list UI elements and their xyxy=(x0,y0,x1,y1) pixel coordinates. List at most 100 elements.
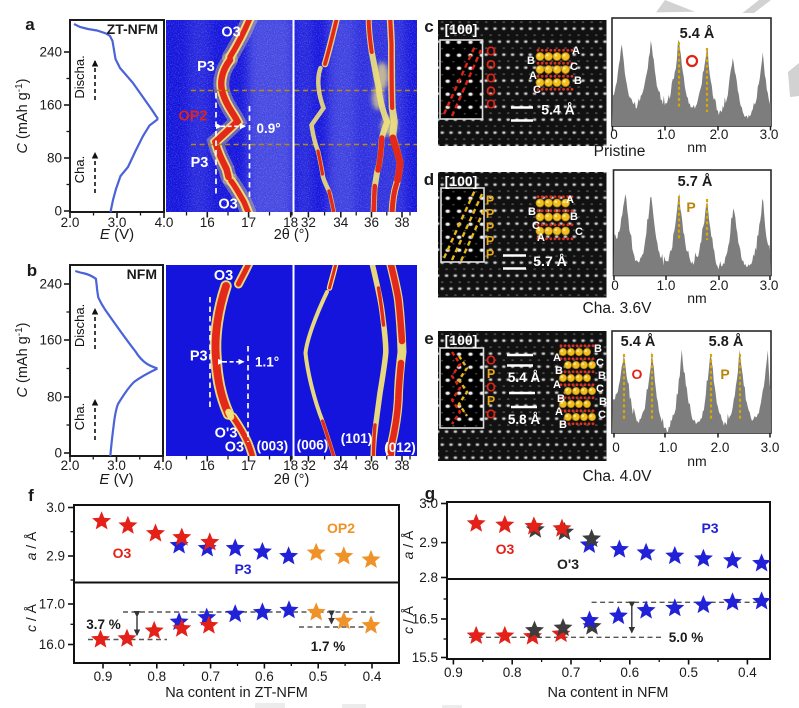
svg-text:nm: nm xyxy=(687,290,706,306)
svg-text:Cha. 4.0V: Cha. 4.0V xyxy=(583,468,653,485)
svg-text:0.7: 0.7 xyxy=(201,669,220,684)
svg-text:B: B xyxy=(598,370,606,382)
svg-text:160: 160 xyxy=(39,333,62,348)
svg-text:1.0: 1.0 xyxy=(657,127,676,142)
svg-text:3.0: 3.0 xyxy=(419,496,438,511)
svg-text:P: P xyxy=(486,207,494,221)
svg-text:OP2: OP2 xyxy=(327,520,355,536)
svg-text:34: 34 xyxy=(333,458,349,473)
svg-text:f: f xyxy=(28,486,34,505)
svg-text:2.0: 2.0 xyxy=(61,215,80,230)
svg-text:17: 17 xyxy=(241,458,256,473)
svg-text:A: A xyxy=(553,352,561,364)
svg-text:b: b xyxy=(27,261,37,280)
svg-text:c: c xyxy=(424,17,433,36)
svg-text:5.4 Å: 5.4 Å xyxy=(508,370,541,385)
svg-text:2θ (°): 2θ (°) xyxy=(274,472,310,488)
svg-text:5.0 %: 5.0 % xyxy=(669,630,704,645)
svg-text:0: 0 xyxy=(54,204,62,219)
svg-text:0.8: 0.8 xyxy=(147,669,166,684)
svg-text:P: P xyxy=(486,194,494,208)
svg-text:3.0: 3.0 xyxy=(46,500,65,515)
svg-text:[100]: [100] xyxy=(445,332,478,348)
svg-text:2θ (°): 2θ (°) xyxy=(274,227,310,243)
svg-text:Na content in ZT-NFM: Na content in ZT-NFM xyxy=(165,685,308,701)
svg-text:3.0: 3.0 xyxy=(107,458,126,473)
svg-text:16: 16 xyxy=(200,215,215,230)
svg-text:0.4: 0.4 xyxy=(738,665,757,680)
svg-text:17.0: 17.0 xyxy=(39,597,65,612)
svg-text:2.0: 2.0 xyxy=(711,440,730,455)
svg-text:3.0: 3.0 xyxy=(760,127,779,142)
svg-text:P3: P3 xyxy=(701,520,718,536)
svg-text:18: 18 xyxy=(283,215,298,230)
svg-text:OP2: OP2 xyxy=(178,109,207,125)
svg-text:38: 38 xyxy=(394,215,409,230)
svg-text:A: A xyxy=(572,45,580,57)
svg-text:B: B xyxy=(528,206,536,218)
svg-text:32: 32 xyxy=(301,215,316,230)
svg-text:5.8 Å: 5.8 Å xyxy=(508,412,541,427)
svg-text:nm: nm xyxy=(687,453,706,469)
svg-text:A: A xyxy=(553,379,561,391)
svg-text:0.6: 0.6 xyxy=(255,669,274,684)
svg-text:B: B xyxy=(594,343,602,355)
svg-text:A: A xyxy=(529,70,537,82)
svg-text:NFM: NFM xyxy=(127,266,157,282)
svg-text:240: 240 xyxy=(39,45,62,60)
svg-text:B: B xyxy=(527,55,535,67)
svg-text:A: A xyxy=(566,194,574,206)
svg-text:(012): (012) xyxy=(384,440,416,455)
svg-text:O: O xyxy=(486,58,496,72)
svg-text:15.5: 15.5 xyxy=(412,650,438,665)
svg-text:O: O xyxy=(486,408,496,422)
svg-text:A: A xyxy=(537,232,545,244)
svg-text:C: C xyxy=(598,409,606,421)
svg-text:5.4 Å: 5.4 Å xyxy=(541,102,574,118)
svg-text:C: C xyxy=(575,226,583,238)
svg-text:80: 80 xyxy=(47,151,62,166)
svg-text:O3: O3 xyxy=(496,541,515,557)
svg-text:A: A xyxy=(555,406,563,418)
svg-text:E (V): E (V) xyxy=(99,471,133,488)
svg-text:C: C xyxy=(533,84,541,96)
svg-text:B: B xyxy=(555,365,563,377)
svg-text:16.5: 16.5 xyxy=(412,612,438,627)
svg-text:1.0: 1.0 xyxy=(657,278,676,293)
svg-text:1.1°: 1.1° xyxy=(255,355,279,370)
svg-text:3.0: 3.0 xyxy=(760,278,779,293)
svg-text:a / Å: a / Å xyxy=(400,530,416,559)
svg-text:O3: O3 xyxy=(214,268,233,284)
svg-text:B: B xyxy=(570,211,578,223)
svg-text:[100]: [100] xyxy=(445,21,478,37)
svg-text:0.6: 0.6 xyxy=(620,665,639,680)
svg-text:C (mAh g-1): C (mAh g-1) xyxy=(14,323,32,398)
svg-text:B: B xyxy=(557,393,565,405)
svg-text:1.0: 1.0 xyxy=(659,440,678,455)
svg-text:0: 0 xyxy=(611,278,619,293)
svg-text:O: O xyxy=(486,98,496,112)
svg-text:B: B xyxy=(574,75,582,87)
svg-text:O'3: O'3 xyxy=(215,426,238,442)
svg-text:80: 80 xyxy=(47,390,62,405)
svg-text:P: P xyxy=(487,394,495,408)
svg-text:O: O xyxy=(486,381,496,395)
svg-text:2.0: 2.0 xyxy=(61,458,80,473)
svg-text:O3: O3 xyxy=(221,25,240,41)
svg-text:P: P xyxy=(486,221,494,235)
svg-text:240: 240 xyxy=(39,277,62,292)
svg-text:3.0: 3.0 xyxy=(108,215,127,230)
svg-text:C: C xyxy=(596,357,604,369)
svg-text:a: a xyxy=(25,15,35,34)
svg-text:16.0: 16.0 xyxy=(39,637,65,652)
svg-text:C: C xyxy=(570,61,578,73)
svg-text:P3: P3 xyxy=(234,561,251,577)
svg-text:2.9: 2.9 xyxy=(419,535,438,550)
svg-text:3.0: 3.0 xyxy=(761,440,780,455)
svg-text:O3: O3 xyxy=(113,545,132,561)
svg-text:1.7 %: 1.7 % xyxy=(311,639,346,654)
svg-text:g: g xyxy=(425,484,435,503)
svg-text:Na content in NFM: Na content in NFM xyxy=(548,685,669,701)
svg-text:0.5: 0.5 xyxy=(679,665,698,680)
svg-text:32: 32 xyxy=(301,458,316,473)
